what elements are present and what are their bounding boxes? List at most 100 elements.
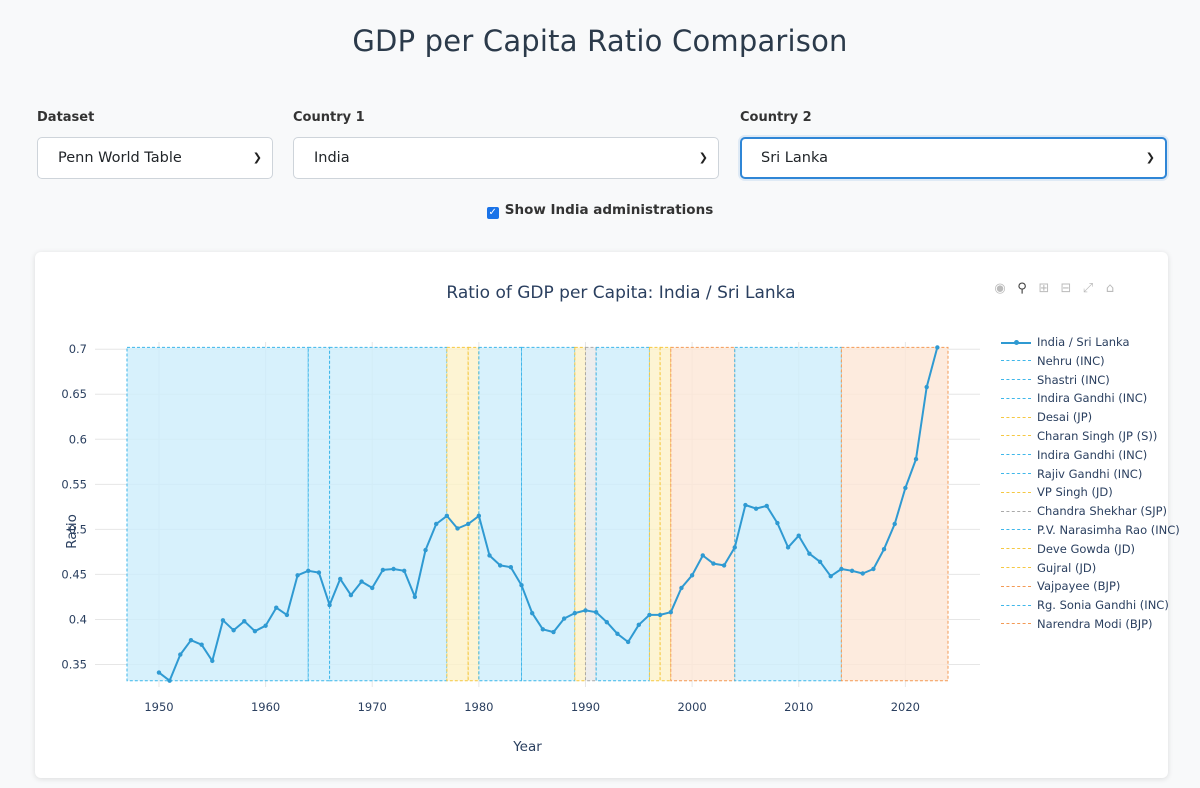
legend-symbol — [1001, 431, 1031, 441]
data-point — [284, 612, 290, 618]
x-tick-label: 2010 — [784, 700, 813, 714]
legend-item-admin[interactable]: Deve Gowda (JD) — [1001, 542, 1180, 561]
data-point — [679, 585, 684, 591]
legend-symbol — [1001, 563, 1031, 573]
legend-item-admin[interactable]: Rajiv Gandhi (INC) — [1001, 467, 1180, 486]
legend-label: Rg. Sonia Gandhi (INC) — [1037, 598, 1169, 613]
x-tick-label: 2020 — [891, 700, 920, 714]
show-admins-row: ✓ Show India administrations — [0, 202, 1200, 219]
legend-item-admin[interactable]: VP Singh (JD) — [1001, 485, 1180, 504]
country2-control: Country 2 Sri Lanka ❯ — [740, 110, 1167, 179]
data-point — [593, 610, 599, 615]
home-icon[interactable]: ⌂ — [1105, 281, 1115, 296]
x-tick-label: 1980 — [464, 700, 493, 714]
legend-item-admin[interactable]: Charan Singh (JP (S)) — [1001, 429, 1180, 448]
zoom-in-icon[interactable]: ⊞ — [1038, 281, 1050, 296]
data-point — [359, 579, 364, 584]
data-point — [220, 618, 226, 623]
data-point — [935, 345, 940, 350]
legend-item-admin[interactable]: P.V. Narasimha Rao (INC) — [1001, 523, 1180, 542]
data-point — [615, 631, 620, 637]
data-point — [583, 608, 588, 613]
dataset-value: Penn World Table — [58, 150, 182, 166]
data-point — [210, 658, 215, 664]
data-point — [668, 610, 673, 615]
admin-band — [467, 346, 480, 682]
data-point — [529, 610, 535, 616]
admin-band — [734, 346, 842, 682]
x-tick-label: 2000 — [677, 700, 706, 714]
plot-area[interactable]: 1950 1960 1970 1980 1990 2000 2010 2020 0.35 0.4 0… — [35, 252, 1168, 778]
data-point — [434, 521, 439, 527]
admin-band — [659, 346, 672, 682]
y-tick-label: 0.35 — [61, 657, 87, 671]
legend-item-admin[interactable]: Desai (JP) — [1001, 410, 1180, 429]
legend-item-admin[interactable]: Nehru (INC) — [1001, 354, 1180, 373]
legend-item-admin[interactable]: Chandra Shekhar (SJP) — [1001, 504, 1180, 523]
legend-label: Vajpayee (BJP) — [1037, 579, 1121, 594]
data-point — [156, 670, 162, 675]
show-admins-label[interactable]: Show India administrations — [504, 202, 714, 218]
legend-item-admin[interactable]: Narendra Modi (BJP) — [1001, 617, 1180, 636]
data-point — [263, 623, 268, 628]
legend-label: Chandra Shekhar (SJP) — [1037, 504, 1168, 519]
data-point — [807, 551, 812, 556]
data-point — [167, 678, 172, 683]
data-point — [796, 533, 801, 538]
dataset-control: Dataset Penn World Table ❯ — [37, 110, 273, 179]
legend-item-admin[interactable]: Indira Gandhi (INC) — [1001, 448, 1180, 467]
data-point — [455, 526, 460, 531]
data-point — [306, 568, 311, 573]
data-point — [519, 583, 524, 588]
zoom-out-icon[interactable]: ⊟ — [1060, 281, 1072, 296]
legend-label: Charan Singh (JP (S)) — [1037, 428, 1158, 443]
data-point — [242, 619, 247, 624]
country1-label: Country 1 — [293, 110, 365, 125]
chevron-down-icon: ❯ — [1145, 151, 1155, 164]
data-point — [423, 547, 428, 553]
data-point — [540, 627, 546, 632]
legend-symbol — [1001, 507, 1031, 517]
data-point — [721, 563, 727, 568]
zoom-icon[interactable]: ⚲ — [1017, 281, 1027, 296]
country1-select[interactable]: India ❯ — [293, 137, 719, 179]
data-point — [370, 585, 375, 591]
data-point — [274, 605, 279, 610]
legend-label: Shastri (INC) — [1037, 372, 1110, 387]
data-point — [338, 576, 343, 582]
legend-symbol — [1001, 488, 1031, 498]
show-admins-checkbox[interactable]: ✓ — [486, 207, 499, 219]
legend-item-admin[interactable]: Vajpayee (BJP) — [1001, 579, 1180, 598]
legend-item-admin[interactable]: Rg. Sonia Gandhi (INC) — [1001, 598, 1180, 617]
data-point — [327, 602, 332, 608]
x-tick-label: 1970 — [358, 700, 387, 714]
x-tick-label: 1990 — [571, 700, 600, 714]
legend-symbol — [1001, 450, 1031, 460]
data-point — [636, 622, 641, 628]
legend-item-admin[interactable]: Shastri (INC) — [1001, 373, 1180, 392]
camera-icon[interactable]: ◉ — [994, 281, 1006, 296]
dataset-label: Dataset — [37, 110, 95, 125]
data-point — [913, 456, 919, 462]
data-point — [732, 545, 737, 550]
admin-band — [840, 346, 949, 682]
chart-title: Ratio of GDP per Capita: India / Sri Lan… — [446, 283, 796, 303]
modebar: ◉ ⚲ ⊞ ⊟ ⤢ ⌂ — [993, 277, 1125, 296]
autoscale-icon[interactable]: ⤢ — [1082, 281, 1094, 296]
dataset-select[interactable]: Penn World Table ❯ — [37, 137, 273, 179]
legend-label: Deve Gowda (JD) — [1037, 541, 1136, 556]
legend-symbol — [1001, 582, 1031, 592]
data-point — [657, 612, 663, 618]
y-tick-label: 0.7 — [69, 342, 87, 356]
legend-symbol — [1001, 413, 1031, 423]
data-point — [903, 485, 908, 491]
country2-select[interactable]: Sri Lanka ❯ — [740, 137, 1167, 179]
legend-symbol — [1001, 544, 1031, 554]
legend-item-admin[interactable]: Indira Gandhi (INC) — [1001, 391, 1180, 410]
legend-symbol — [1001, 375, 1031, 385]
data-point — [444, 513, 450, 519]
data-point — [764, 503, 769, 509]
legend-item-series[interactable]: India / Sri Lanka — [1001, 335, 1180, 354]
legend-label: VP Singh (JD) — [1037, 485, 1113, 500]
legend-item-admin[interactable]: Gujral (JD) — [1001, 561, 1180, 580]
